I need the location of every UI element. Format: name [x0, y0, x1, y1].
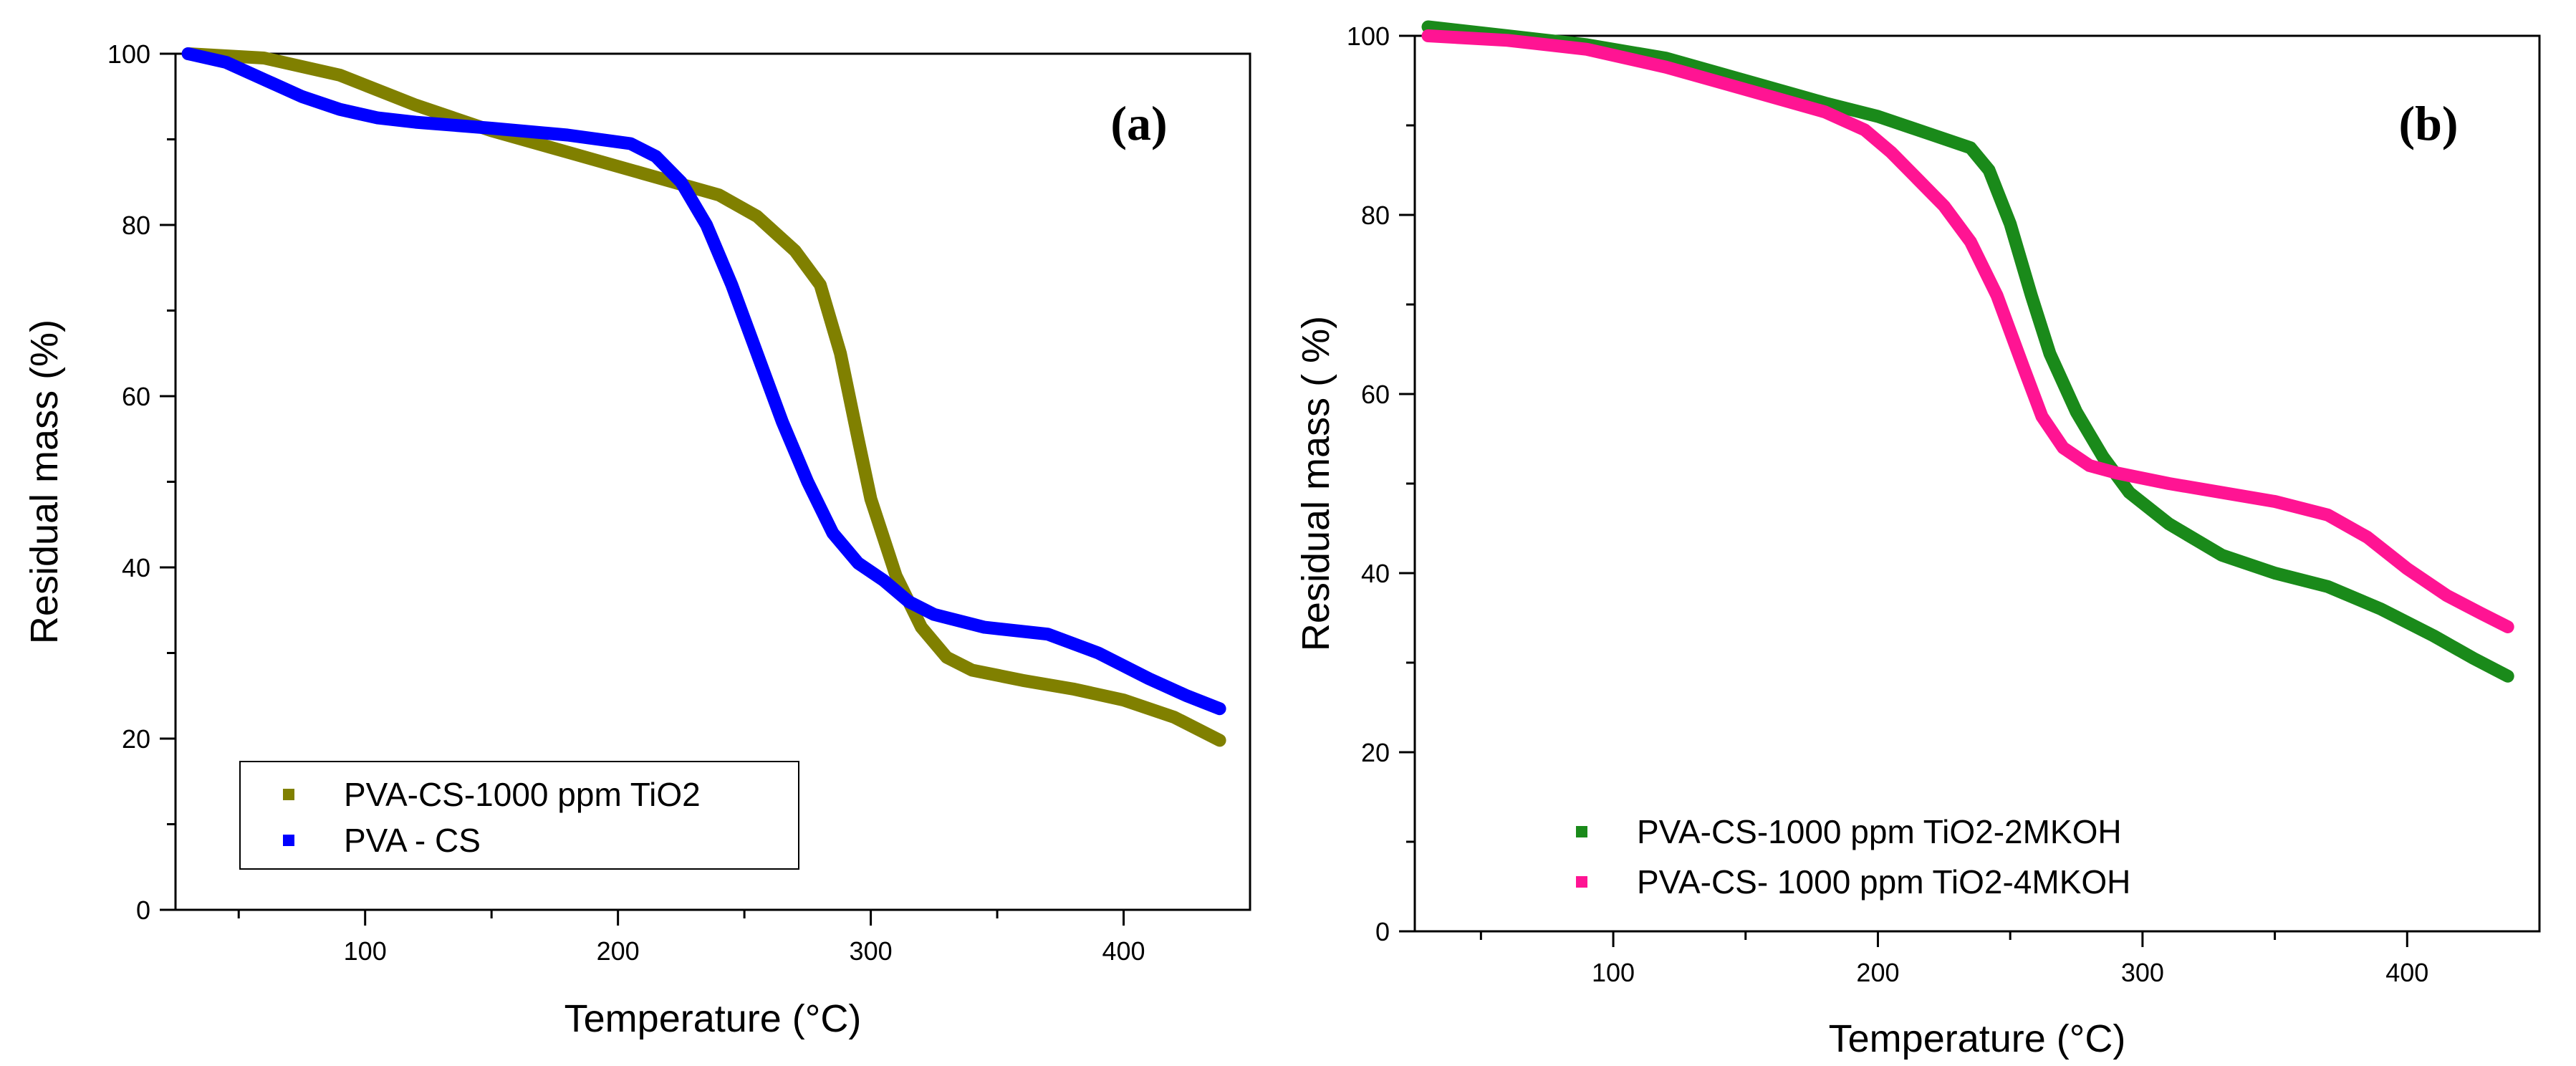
- y-tick-label: 0: [136, 895, 150, 925]
- x-tick-label: 300: [850, 936, 893, 966]
- series-line-1: [1421, 20, 2514, 683]
- y-tick-label: 60: [1361, 380, 1390, 409]
- legend-label: PVA-CS- 1000 ppm TiO2-4MKOH: [1637, 863, 2130, 901]
- series-line-2: [181, 47, 1226, 716]
- y-tick-label: 20: [1361, 738, 1390, 767]
- x-tick-label: 300: [2121, 958, 2164, 987]
- series-line-2: [1421, 29, 2514, 633]
- x-axis-title: Temperature (°C): [1829, 1017, 2126, 1060]
- panel-label: (b): [2398, 96, 2458, 150]
- y-tick-label: 0: [1375, 917, 1390, 946]
- x-tick-label: 400: [2385, 958, 2428, 987]
- legend: PVA-CS-1000 ppm TiO2-2MKOH PVA-CS- 1000 p…: [1576, 813, 2130, 901]
- legend-box: [239, 761, 799, 870]
- panel-b: 100 200 300 400 0 20 40 60 80 100 Temperature (°C)…: [1294, 20, 2541, 1060]
- y-tick-label: 20: [122, 724, 150, 754]
- y-axis-title: Residual mass ( %): [1294, 316, 1337, 651]
- legend-swatch: [1576, 826, 1587, 837]
- panel-label: (a): [1110, 96, 1167, 150]
- legend-swatch: [283, 835, 294, 846]
- legend-label: PVA-CS-1000 ppm TiO2: [344, 776, 701, 813]
- y-tick-label: 80: [1361, 201, 1390, 230]
- legend: PVA-CS-1000 ppm TiO2 PVA - CS: [239, 761, 799, 870]
- x-tick-label: 200: [1856, 958, 1899, 987]
- legend-label: PVA-CS-1000 ppm TiO2-2MKOH: [1637, 813, 2122, 850]
- y-tick-label: 100: [107, 39, 150, 69]
- legend-swatch: [283, 789, 294, 800]
- panel-a: 100 200 300 400 0 20 40 60 80 100 Temperature (°C)…: [23, 39, 1251, 1040]
- y-tick-label: 40: [1361, 559, 1390, 588]
- x-tick-label: 100: [1592, 958, 1635, 987]
- x-tick-label: 200: [597, 936, 640, 966]
- x-tick-label: 400: [1102, 936, 1145, 966]
- y-axis-title: Residual mass (%): [23, 320, 66, 644]
- y-tick-label: 60: [122, 382, 150, 411]
- y-tick-label: 80: [122, 211, 150, 240]
- x-axis-title: Temperature (°C): [564, 997, 862, 1040]
- legend-swatch: [1576, 876, 1587, 888]
- x-tick-label: 100: [344, 936, 387, 966]
- y-tick-label: 100: [1347, 21, 1390, 51]
- y-tick-label: 40: [122, 553, 150, 582]
- legend-label: PVA - CS: [344, 822, 481, 859]
